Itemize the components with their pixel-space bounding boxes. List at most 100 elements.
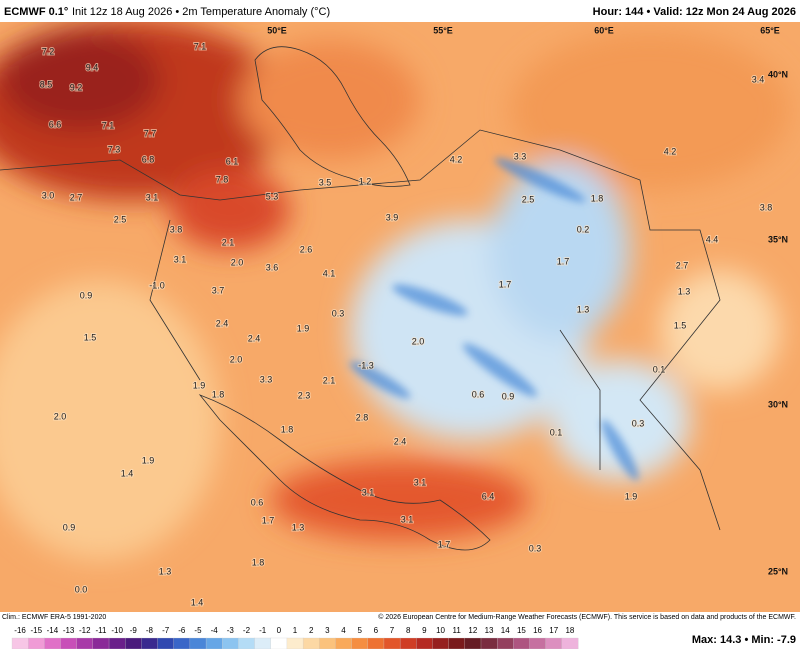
colorbar-swatch bbox=[399, 637, 417, 650]
anomaly-label: 1.5 bbox=[84, 332, 97, 342]
anomaly-label: 7.8 bbox=[216, 174, 229, 184]
anomaly-label: 1.7 bbox=[499, 279, 512, 289]
anomaly-label: 6.6 bbox=[49, 119, 62, 129]
colorbar-swatch bbox=[561, 637, 579, 650]
anomaly-label: 7.3 bbox=[108, 144, 121, 154]
anomaly-label: 0.1 bbox=[653, 364, 666, 374]
colorbar-swatch bbox=[496, 637, 514, 650]
anomaly-label: 2.7 bbox=[676, 260, 689, 270]
anomaly-label: 3.3 bbox=[514, 151, 527, 161]
colorbar-label: -8 bbox=[146, 626, 154, 635]
coordinate-label: 35°N bbox=[768, 234, 788, 244]
anomaly-label: 2.8 bbox=[356, 412, 369, 422]
colorbar-swatch bbox=[335, 637, 353, 650]
colorbar-swatch bbox=[448, 637, 466, 650]
anomaly-label: 3.5 bbox=[319, 177, 332, 187]
colorbar-label: -13 bbox=[63, 626, 75, 635]
colorbar-label: -3 bbox=[227, 626, 235, 635]
anomaly-label: 0.9 bbox=[502, 391, 515, 401]
colorbar-label: 10 bbox=[436, 626, 445, 635]
colorbar-swatch bbox=[11, 637, 29, 650]
colorbar-swatch bbox=[60, 637, 78, 650]
anomaly-label: 2.4 bbox=[248, 333, 261, 343]
colorbar-swatch bbox=[286, 637, 304, 650]
colorbar-label: 11 bbox=[453, 626, 462, 635]
anomaly-label: -1.3 bbox=[358, 360, 374, 370]
anomaly-label: 2.3 bbox=[298, 390, 311, 400]
colorbar-label: -11 bbox=[95, 626, 107, 635]
colorbar-label: 17 bbox=[549, 626, 558, 635]
anomaly-label: 4.2 bbox=[664, 146, 677, 156]
colorbar-swatch bbox=[205, 637, 223, 650]
colorbar-label: -5 bbox=[194, 626, 202, 635]
anomaly-label: -1.0 bbox=[149, 280, 165, 290]
colorbar-swatch bbox=[238, 637, 256, 650]
colorbar-swatch bbox=[92, 637, 110, 650]
colorbar-label: 0 bbox=[277, 626, 282, 635]
colorbar-label: 16 bbox=[533, 626, 542, 635]
anomaly-label: 1.3 bbox=[159, 566, 172, 576]
colorbar-label: -4 bbox=[211, 626, 219, 635]
anomaly-label: 5.3 bbox=[266, 191, 279, 201]
colorbar-swatch bbox=[351, 637, 369, 650]
anomaly-label: 3.8 bbox=[170, 224, 183, 234]
colorbar-swatch bbox=[173, 637, 191, 650]
colorbar-label: -2 bbox=[243, 626, 251, 635]
anomaly-label: 7.1 bbox=[194, 41, 207, 51]
colorbar-label: 9 bbox=[422, 626, 427, 635]
anomaly-label: 3.8 bbox=[760, 202, 773, 212]
anomaly-label: 3.1 bbox=[174, 254, 187, 264]
colorbar-swatch bbox=[383, 637, 401, 650]
colorbar-swatch bbox=[189, 637, 207, 650]
anomaly-label: 2.7 bbox=[70, 192, 83, 202]
colorbar-swatch bbox=[513, 637, 530, 650]
borders bbox=[0, 46, 721, 551]
anomaly-label: 1.7 bbox=[438, 539, 451, 549]
coordinate-label: 40°N bbox=[768, 69, 788, 79]
anomaly-label: 3.3 bbox=[260, 374, 273, 384]
extremes: Max: 14.3 • Min: -7.9 bbox=[692, 634, 796, 646]
colorbar-swatch bbox=[464, 637, 482, 650]
anomaly-label: 2.0 bbox=[231, 257, 244, 267]
colorbar-swatch bbox=[529, 637, 547, 650]
coordinate-label: 30°N bbox=[768, 399, 788, 409]
map bbox=[0, 22, 800, 612]
anomaly-label: 0.3 bbox=[529, 543, 542, 553]
colorbar-label: -6 bbox=[178, 626, 186, 635]
anomaly-label: 1.5 bbox=[674, 320, 687, 330]
anomaly-label: 1.4 bbox=[191, 597, 204, 607]
colorbar-swatch bbox=[319, 637, 336, 650]
coordinate-label: 25°N bbox=[768, 566, 788, 576]
anomaly-label: 1.8 bbox=[212, 389, 225, 399]
anomaly-label: 2.5 bbox=[114, 214, 127, 224]
copyright: © 2026 European Centre for Medium-Range … bbox=[378, 613, 796, 621]
anomaly-label: 1.4 bbox=[121, 468, 134, 478]
colorbar-label: 14 bbox=[501, 626, 510, 635]
colorbar-label: -14 bbox=[47, 626, 59, 635]
colorbar-label: 1 bbox=[293, 626, 298, 635]
anomaly-label: 0.0 bbox=[75, 584, 88, 594]
colorbar-label: -12 bbox=[79, 626, 91, 635]
colorbar-swatch bbox=[28, 637, 45, 650]
anomaly-label: 2.1 bbox=[222, 237, 235, 247]
colorbar-label: -16 bbox=[14, 626, 26, 635]
anomaly-label: 6.4 bbox=[482, 491, 495, 501]
anomaly-label: 1.3 bbox=[577, 304, 590, 314]
colorbar-swatch bbox=[416, 637, 433, 650]
anomaly-label: 0.2 bbox=[577, 224, 590, 234]
anomaly-label: 1.9 bbox=[625, 491, 638, 501]
anomaly-label: 7.2 bbox=[42, 46, 55, 56]
anomaly-label: 1.7 bbox=[557, 256, 570, 266]
colorbar-swatch bbox=[432, 637, 450, 650]
model: ECMWF 0.1° bbox=[4, 6, 68, 18]
anomaly-label: 2.0 bbox=[230, 354, 243, 364]
anomaly-label: 1.3 bbox=[292, 522, 305, 532]
anomaly-label: 4.4 bbox=[706, 234, 719, 244]
anomaly-label: 3.1 bbox=[362, 487, 375, 497]
anomaly-label: 1.2 bbox=[359, 176, 372, 186]
colorbar-label: 2 bbox=[309, 626, 314, 635]
colorbar-label: 13 bbox=[485, 626, 494, 635]
anomaly-label: 1.8 bbox=[591, 193, 604, 203]
anomaly-label: 0.6 bbox=[472, 389, 485, 399]
